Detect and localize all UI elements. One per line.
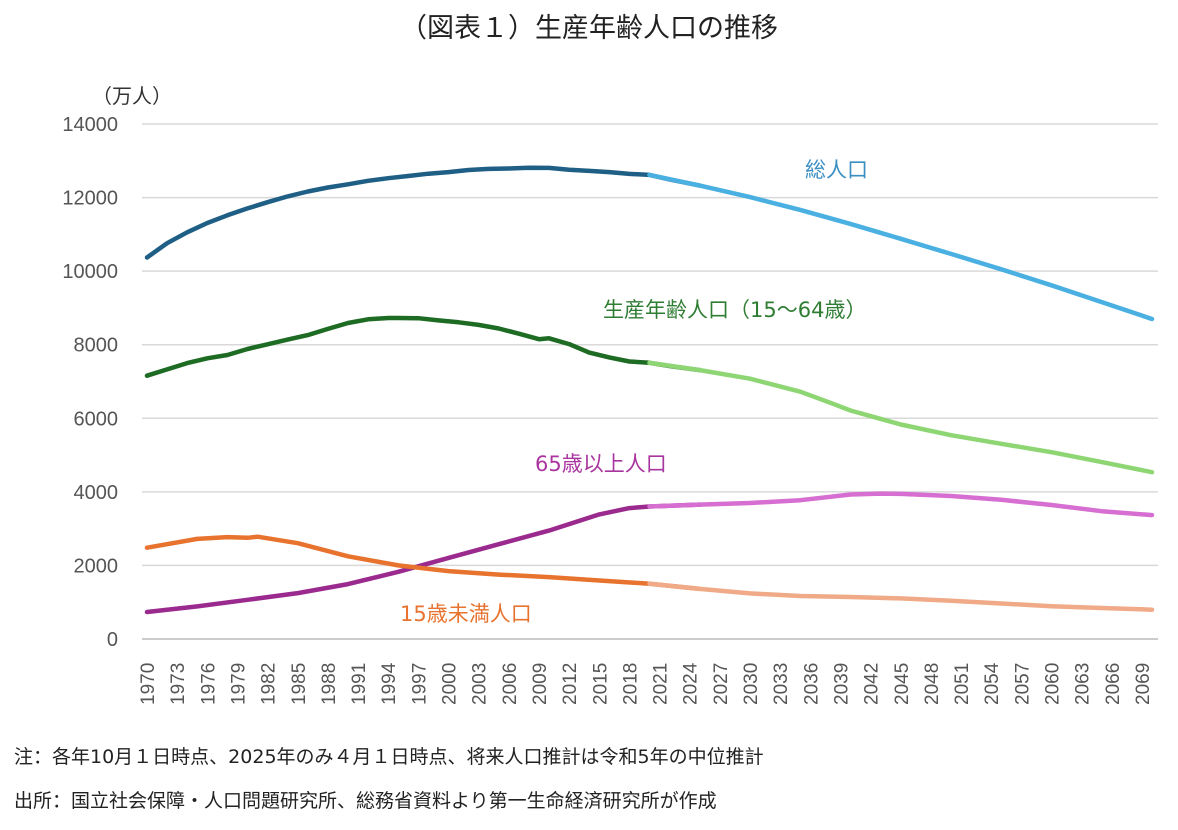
x-tick-label: 2042 [862, 663, 883, 705]
x-tick-label: 2006 [500, 663, 521, 705]
x-tick-label: 1988 [319, 663, 340, 705]
x-tick-label: 2009 [530, 663, 551, 705]
x-tick-label: 2015 [590, 663, 611, 705]
x-tick-label: 1979 [228, 663, 249, 705]
note-text: 注：各年10月１日時点、2025年のみ４月１日時点、将来人口推計は令和5年の中位… [14, 746, 764, 768]
x-tick-label: 1982 [259, 663, 280, 705]
x-tick-label: 2030 [741, 663, 762, 705]
y-axis-unit-label: （万人） [92, 84, 172, 108]
x-tick-label: 1994 [379, 662, 400, 705]
x-tick-label: 2051 [952, 663, 973, 705]
x-tick-label: 1970 [138, 663, 159, 705]
x-tick-label: 1997 [409, 663, 430, 705]
x-tick-label: 2063 [1073, 663, 1094, 705]
x-tick-label: 2054 [982, 662, 1003, 705]
series-line-projection-2 [647, 491, 1155, 518]
series-line-projection-1 [647, 360, 1155, 475]
x-tick-label: 2039 [831, 663, 852, 705]
y-tick-label: 12000 [62, 188, 118, 210]
x-tick-label: 2000 [440, 663, 461, 705]
x-tick-label: 2012 [560, 663, 581, 705]
chart-title: （図表１）生産年齢人口の推移 [400, 13, 778, 44]
x-tick-label: 2024 [681, 662, 702, 705]
x-tick-label: 2021 [651, 663, 672, 705]
x-tick-label: 2066 [1103, 663, 1124, 705]
y-tick-label: 14000 [62, 114, 118, 136]
y-tick-label: 8000 [74, 335, 119, 357]
series-line-projection-3 [647, 581, 1155, 612]
series-label: 15歳未満人口 [400, 602, 532, 626]
x-tick-label: 2069 [1133, 663, 1154, 705]
series-label: 生産年齢人口（15〜64歳） [603, 298, 866, 322]
y-tick-label: 0 [107, 629, 118, 651]
x-tick-label: 2048 [922, 663, 943, 705]
x-tick-label: 2003 [470, 663, 491, 705]
x-tick-label: 2018 [620, 663, 641, 705]
x-tick-label: 1991 [349, 663, 370, 705]
series-label: 65歳以上人口 [535, 452, 667, 476]
series-line-actual-2 [144, 502, 703, 615]
source-text: 出所：国立社会保障・人口問題研究所、総務省資料より第一生命経済研究所が作成 [14, 790, 717, 812]
x-tick-label: 2057 [1012, 663, 1033, 705]
series-line-actual-1 [144, 315, 703, 378]
x-tick-label: 2060 [1043, 663, 1064, 705]
y-tick-label: 10000 [62, 261, 118, 283]
series-line-actual-0 [144, 165, 703, 260]
x-tick-label: 1973 [168, 663, 189, 705]
x-tick-label: 1985 [289, 663, 310, 705]
y-tick-label: 6000 [74, 408, 119, 430]
x-tick-label: 2036 [801, 663, 822, 705]
series-line-projection-0 [647, 172, 1155, 322]
y-tick-label: 4000 [74, 482, 119, 504]
series-line-actual-3 [144, 534, 703, 592]
series-label: 総人口 [805, 158, 868, 182]
x-tick-label: 2033 [771, 663, 792, 705]
x-tick-label: 2045 [892, 663, 913, 705]
x-tick-label: 1976 [198, 663, 219, 705]
y-tick-label: 2000 [74, 555, 119, 577]
x-tick-label: 2027 [711, 663, 732, 705]
